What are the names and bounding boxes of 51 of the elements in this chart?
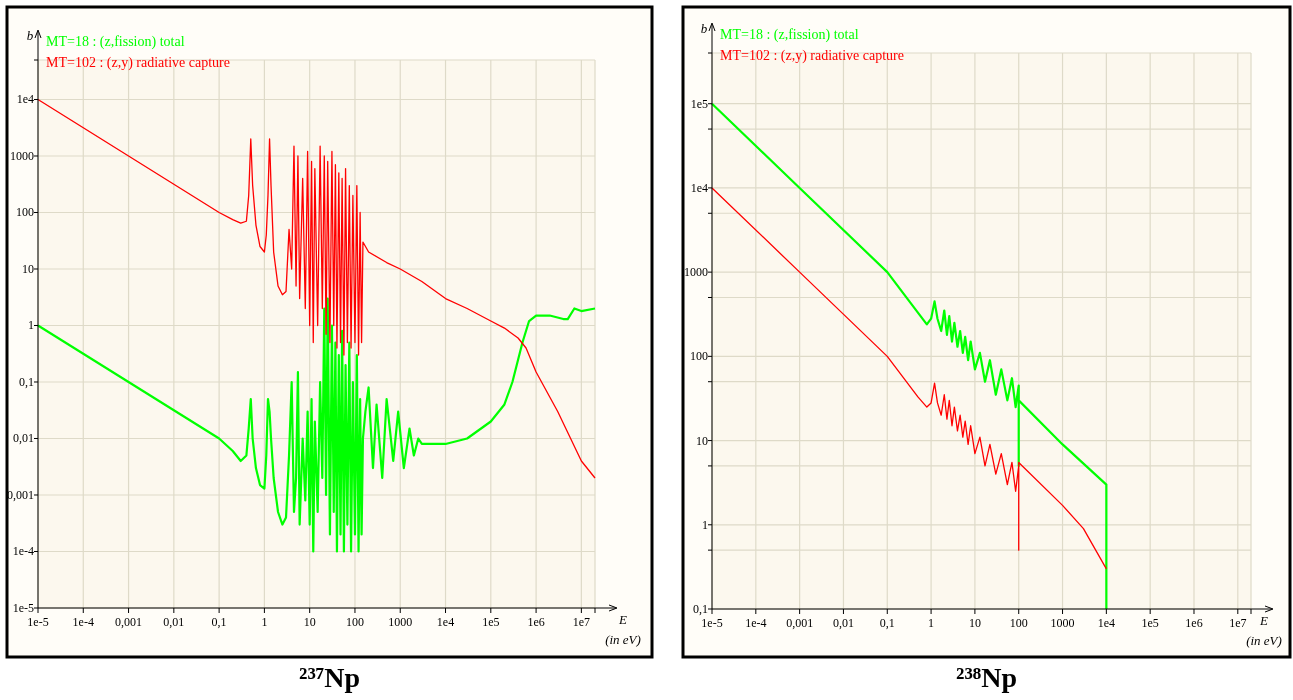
y-tick-label: 0,1 [693, 602, 708, 616]
y-tick-label: 100 [16, 205, 34, 220]
x-tick-label: 1e4 [436, 615, 455, 629]
text: ²³⁸Np [956, 662, 1017, 693]
x-tick-label: 1e-4 [72, 615, 94, 629]
x-tick-label: 1 [261, 615, 268, 629]
x-tick-label: 0,1 [211, 615, 227, 629]
y-tick-label: 1 [702, 517, 708, 532]
x-tick-label: 100 [345, 615, 364, 629]
x-tick-label: 1e4 [1097, 616, 1116, 630]
y-tick-label: 1e-5 [12, 601, 34, 615]
y-axis-title: b [700, 21, 708, 36]
x-tick-label: 10 [303, 615, 316, 629]
x-tick-label: 100 [1009, 616, 1028, 630]
x-tick-label: 0,01 [163, 615, 185, 629]
y-tick-label: 1e4 [690, 180, 708, 195]
y-tick-label: 0,1 [19, 375, 34, 389]
text: MT=102 : (z,y) radiative capture [720, 48, 904, 64]
y-tick-label: 1000 [684, 265, 708, 280]
y-tick-label: 0,001 [7, 488, 34, 502]
text: MT=102 : (z,y) radiative capture [46, 55, 230, 71]
x-tick-label: 1e-4 [745, 616, 767, 630]
x-tick-label: 1e7 [572, 615, 591, 629]
x-tick-label: 10 [968, 616, 981, 630]
x-tick-label: 1e6 [1185, 616, 1203, 630]
x-axis-title: E (in eV) [605, 612, 641, 647]
text: ²³⁷Np [299, 662, 360, 693]
x-tick-label: 0,001 [115, 615, 143, 629]
y-axis-title: b [26, 28, 34, 43]
x-tick-label: 1000 [388, 615, 413, 629]
y-tick-label: 10 [22, 261, 34, 276]
x-tick-label: 1000 [1050, 616, 1075, 630]
x-tick-label: 1e5 [1141, 616, 1159, 630]
y-tick-label: 1 [28, 318, 34, 333]
x-tick-label: 0,1 [879, 616, 895, 630]
x-tick-label: 1e5 [482, 615, 500, 629]
x-tick-label: 0,001 [786, 616, 814, 630]
y-tick-label: 1000 [10, 148, 34, 163]
y-tick-label: 10 [696, 433, 708, 448]
text: MT=18 : (z,fission) total [720, 27, 859, 43]
y-tick-label: 1e-4 [12, 544, 34, 559]
x-tick-label: 1e7 [1229, 616, 1247, 630]
x-tick-label: 1e6 [527, 615, 545, 629]
y-tick-label: 1e5 [690, 96, 708, 111]
text: MT=18 : (z,fission) total [46, 34, 185, 50]
y-tick-label: 1e4 [16, 92, 34, 107]
y-tick-label: 100 [690, 349, 708, 364]
y-tick-label: 0,01 [13, 431, 34, 446]
x-tick-label: 1 [928, 616, 935, 630]
x-tick-label: 0,01 [832, 616, 854, 630]
x-axis-title: E (in eV) [1246, 613, 1282, 648]
